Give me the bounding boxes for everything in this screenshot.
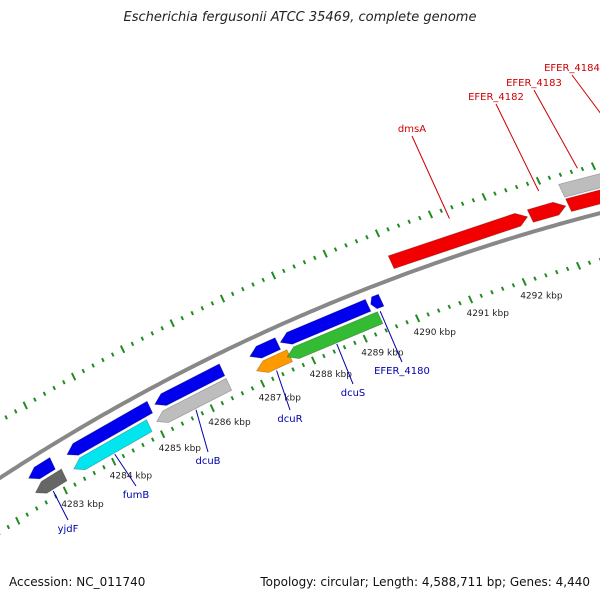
gene-arrow[interactable] [34, 468, 68, 494]
gene-label[interactable]: dcuB [195, 456, 220, 467]
gene-arrow[interactable] [286, 311, 384, 360]
kbp-tick-label: 4284 kbp [110, 471, 153, 481]
gene-arrow[interactable] [279, 298, 372, 345]
gene-arrow[interactable] [558, 172, 600, 198]
kbp-tick-label: 4286 kbp [208, 418, 251, 428]
gene-label[interactable]: EFER_4183 [506, 78, 562, 89]
genome-summary: Topology: circular; Length: 4,588,711 bp… [260, 575, 590, 589]
genome-backbone [0, 211, 600, 481]
gene-label[interactable]: dcuS [341, 388, 366, 399]
gene-arrow[interactable] [28, 456, 56, 480]
gene-arrow[interactable] [73, 419, 153, 471]
gene-label[interactable]: EFER_4184 [544, 63, 600, 74]
kbp-tick-label: 4290 kbp [414, 328, 457, 338]
gene-arrow[interactable] [66, 400, 154, 456]
kbp-tick-label: 4288 kbp [310, 370, 353, 380]
accession-label: Accession: NC_011740 [9, 575, 146, 589]
gene-arrow[interactable] [526, 201, 567, 223]
kbp-tick-label: 4287 kbp [259, 393, 302, 403]
gene-arrow[interactable] [370, 293, 385, 310]
gene-arrow[interactable] [255, 349, 294, 373]
gene-arrow[interactable] [154, 363, 226, 406]
kbp-tick-label: 4285 kbp [159, 444, 202, 454]
gene-arrow[interactable] [565, 189, 600, 212]
gene-label[interactable]: yjdF [58, 524, 79, 535]
kbp-tick-label: 4283 kbp [61, 500, 104, 510]
inner-tick-row [0, 257, 600, 535]
gene-label[interactable]: dmsA [398, 124, 426, 135]
gene-arrow[interactable] [249, 337, 282, 359]
map-title: Escherichia fergusonii ATCC 35469, compl… [123, 10, 477, 25]
gene-label[interactable]: fumB [123, 490, 150, 501]
gene-label[interactable]: EFER_4180 [374, 366, 430, 377]
gene-arrow[interactable] [387, 212, 529, 270]
gene-label[interactable]: dcuR [277, 414, 302, 425]
gene-label[interactable]: EFER_4182 [468, 92, 524, 103]
gene-arrow[interactable] [156, 377, 233, 424]
kbp-tick-label: 4289 kbp [361, 348, 404, 358]
outer-tick-row [4, 162, 597, 420]
kbp-tick-label: 4292 kbp [520, 292, 563, 302]
kbp-tick-label: 4291 kbp [467, 309, 510, 319]
